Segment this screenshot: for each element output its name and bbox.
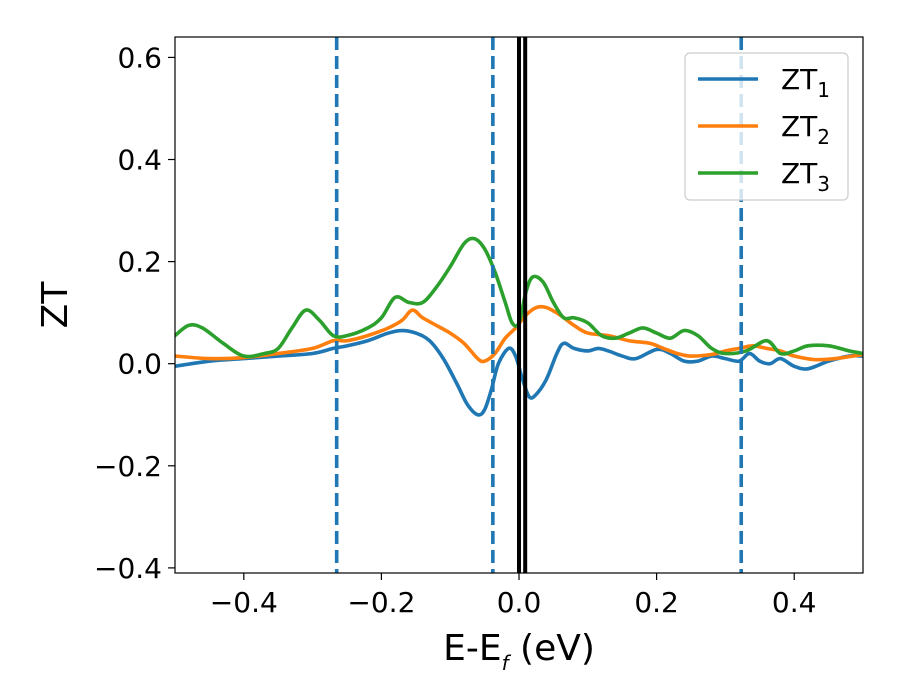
x-axis-title-main: E-E [443, 628, 501, 669]
y-tick-label: 0.6 [117, 41, 162, 74]
plot-layer [175, 37, 863, 573]
x-axis-title-tail: (eV) [509, 628, 595, 669]
y-tick-label: 0.2 [117, 246, 162, 279]
y-axis-title: ZT [35, 281, 76, 329]
x-tick-label: −0.4 [210, 586, 278, 619]
x-tick-label: −0.2 [347, 586, 415, 619]
y-tick-label: 0.0 [117, 348, 162, 381]
x-tick-label: 0.4 [772, 586, 817, 619]
y-tick-label: −0.4 [94, 552, 162, 585]
legend-box [684, 52, 849, 201]
legend: ZT1 ZT2 ZT3 [684, 52, 849, 201]
legend-label-3: ZT3 [781, 157, 830, 196]
y-tick-label: −0.2 [94, 450, 162, 483]
ticks-layer: −0.4 −0.2 0.0 0.2 0.4 −0.4 −0.2 0.0 0.2 0.4 0.6 [94, 41, 816, 619]
x-axis-title-subscript: f [502, 651, 512, 675]
x-axis-title: E-Ef (eV) [443, 628, 595, 675]
y-tick-label: 0.4 [117, 144, 162, 177]
legend-label-2: ZT2 [781, 110, 830, 149]
x-tick-label: 0.0 [497, 586, 542, 619]
x-tick-label: 0.2 [634, 586, 679, 619]
legend-label-1: ZT1 [781, 63, 830, 102]
series-line-1 [175, 328, 863, 417]
